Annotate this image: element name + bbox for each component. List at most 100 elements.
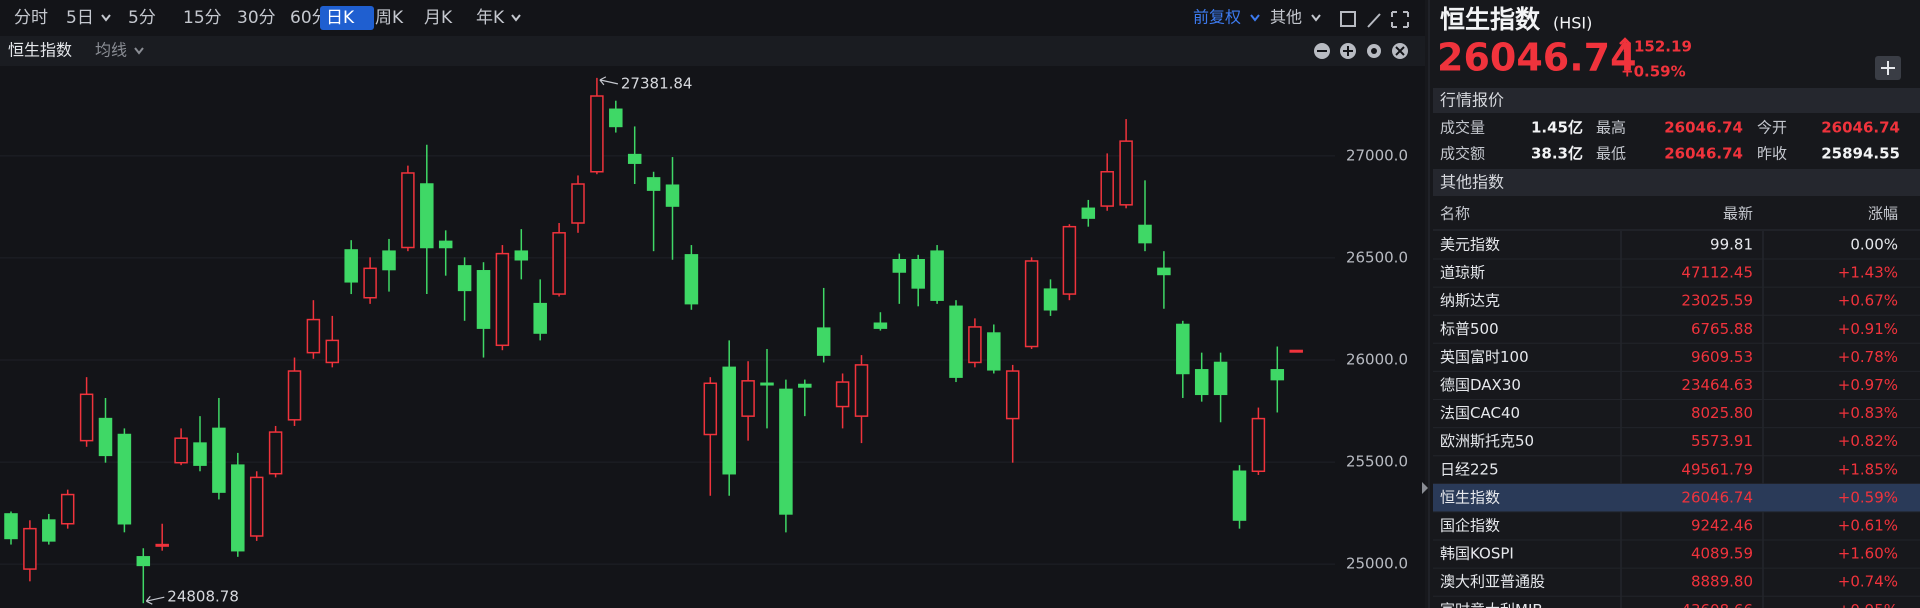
index-name[interactable]: 德国DAX30 [1440,376,1521,394]
timeframe-tab[interactable]: 日K [326,8,355,28]
candle-body [1005,370,1020,420]
candle-body [1081,207,1096,219]
candle-body [1289,349,1303,353]
collapse-arrow[interactable] [1422,482,1428,494]
index-name[interactable]: 富时意大利MIB [1440,601,1543,608]
timeframe-tab[interactable]: 60分 [290,8,329,28]
candle-body [212,427,226,493]
candle-body [98,417,113,457]
candle-body [533,302,547,334]
timeframe-tab[interactable]: 5分 [128,8,156,28]
candle-body [684,254,699,305]
candle-body [60,493,75,525]
index-name[interactable]: 日经225 [1440,460,1499,478]
index-last: 8025.80 [1691,404,1753,422]
toolbar-option[interactable]: 前复权 [1193,8,1241,27]
index-change: +0.61% [1838,517,1898,535]
quote-change: 152.19 [1634,38,1692,56]
candle-body [268,431,283,475]
candle-body [401,172,415,249]
y-tick-label: 26000.0 [1346,351,1408,369]
index-last: 49561.79 [1681,460,1753,478]
index-last: 47112.45 [1681,264,1753,282]
index-name[interactable]: 国企指数 [1440,517,1500,535]
stat-value: 1.45亿 [1531,119,1583,137]
index-last: 6765.88 [1691,320,1753,338]
candle-body [816,327,831,356]
candle-body [760,382,774,386]
candle-body [495,252,510,347]
indicator[interactable]: 均线 [95,41,127,60]
candle-body [854,364,869,417]
index-change: +1.43% [1838,264,1898,282]
candle-body [552,232,566,295]
candle-body [627,153,642,164]
index-name[interactable]: 欧洲斯托克50 [1440,432,1534,450]
y-tick-label: 27000.0 [1346,146,1408,164]
quote-change-pct: +0.59% [1621,63,1686,81]
candle-body [344,249,358,283]
chart-bg [0,0,1425,608]
table-header: 涨幅 [1868,205,1898,223]
stat-label: 最低 [1596,145,1626,163]
index-change: +0.74% [1838,573,1898,591]
timeframe-tab[interactable]: 5日 [66,8,94,28]
index-change: +0.91% [1838,320,1898,338]
index-change: +0.95% [1838,601,1898,608]
candle-body [1157,267,1171,276]
fullscreen-icon[interactable] [1391,11,1409,28]
index-name[interactable]: 恒生指数 [1440,488,1500,506]
stat-value: 25894.55 [1821,145,1900,163]
candle-body [1251,417,1266,473]
candle-body [514,250,529,261]
stat-label: 成交额 [1440,145,1485,163]
index-name[interactable]: 英国富时100 [1440,348,1529,366]
y-tick-label: 26500.0 [1346,248,1408,266]
index-last: 8889.80 [1691,573,1753,591]
index-name[interactable]: 纳斯达克 [1440,292,1500,310]
index-last: 99.81 [1710,236,1753,254]
index-name[interactable]: 法国CAC40 [1440,404,1520,422]
candle-body [420,183,434,249]
candle-body [1232,470,1247,521]
candle-body [590,95,604,173]
dropdown-icon [1311,14,1321,22]
index-name[interactable]: 标普500 [1440,320,1499,338]
up-arrow [1619,37,1631,52]
timeframe-tab[interactable]: 30分 [237,8,276,28]
candle-body [873,322,888,329]
toolbar-option[interactable]: 其他 [1270,8,1302,27]
candle-body [1138,224,1152,244]
candle-body [609,108,623,128]
index-name[interactable]: 美元指数 [1440,236,1500,254]
quote-name: 恒生指数 [1440,5,1541,34]
candle-body [476,270,491,329]
index-last: 23025.59 [1681,292,1753,310]
stat-label: 今开 [1757,119,1787,137]
timeframe-tab[interactable]: 年K [476,8,505,28]
timeframe-tab[interactable]: 月K [424,8,453,28]
stat-label: 成交量 [1440,119,1485,137]
candle-body [930,250,944,301]
candle-body [703,382,718,436]
candle-body [646,177,661,191]
candle-body [722,366,736,475]
index-name[interactable]: 澳大利亚普通股 [1440,573,1545,591]
y-tick-label: 25500.0 [1346,453,1408,471]
timeframe-tab[interactable]: 分时 [14,8,48,28]
layout-icon[interactable] [1340,11,1356,27]
candle-body [949,305,963,378]
stat-value: 26046.74 [1821,119,1900,137]
index-change: +0.78% [1838,348,1898,366]
draw-icon[interactable] [1367,13,1381,28]
index-name[interactable]: 韩国KOSPI [1440,545,1514,563]
section-bar [1433,169,1920,196]
tab-active-bg [320,6,374,30]
stat-value: 26046.74 [1664,119,1743,137]
index-name[interactable]: 道琼斯 [1440,264,1485,282]
timeframe-tab[interactable]: 15分 [183,8,222,28]
index-change: +0.97% [1838,376,1898,394]
index-last: 9609.53 [1691,348,1753,366]
timeframe-tab[interactable]: 周K [375,8,404,28]
index-last: 26046.74 [1681,488,1753,506]
